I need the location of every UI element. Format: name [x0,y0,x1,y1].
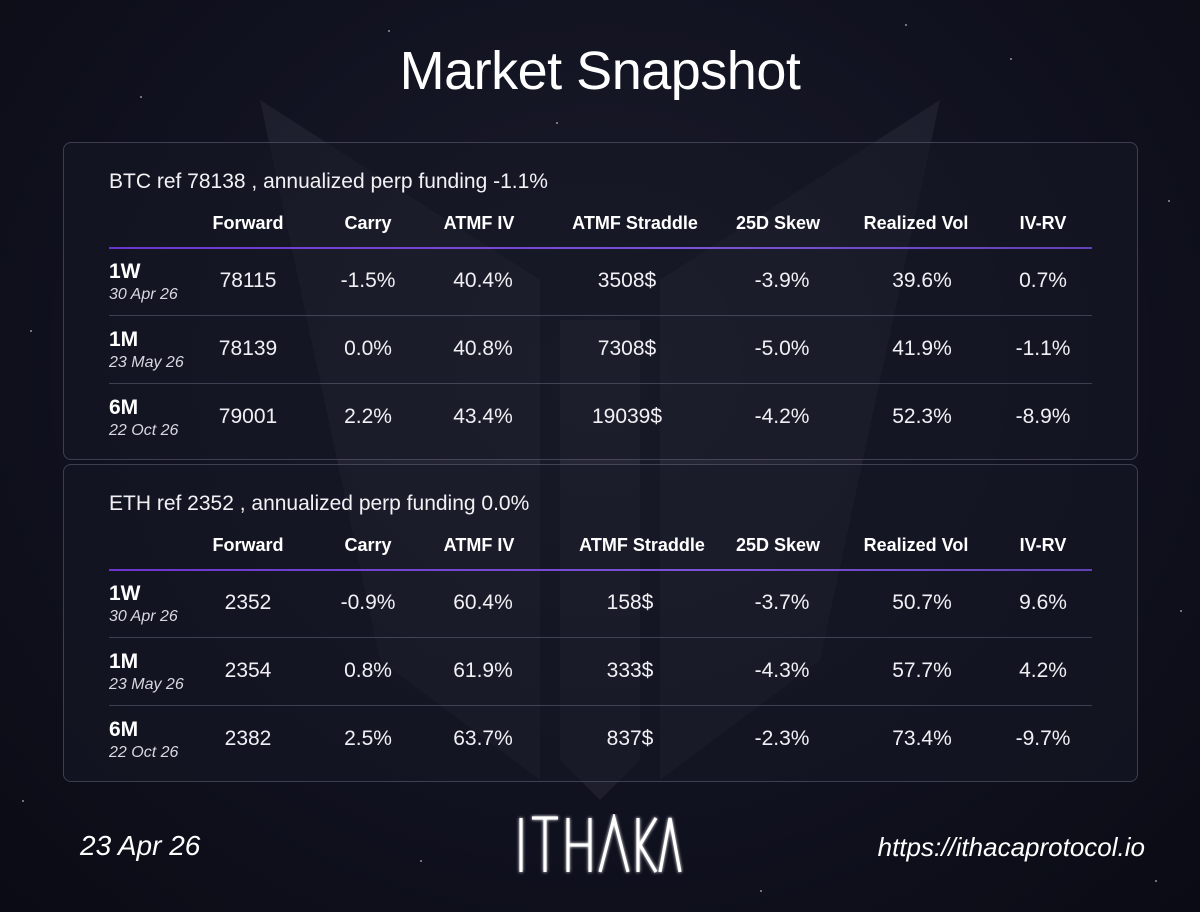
header-25d-skew: 25D Skew [735,213,821,233]
cell-25d-skew: -4.3% [754,659,810,682]
cell-realized-vol: 52.3% [892,405,952,428]
header-iv-rv: IV-RV [1019,213,1067,233]
row-expiry-date: 22 Oct 26 [109,744,179,761]
cell-atmf-straddle: 837$ [606,727,654,750]
cell-25d-skew: -3.9% [754,269,810,292]
header-25d-skew: 25D Skew [735,535,821,555]
cell-25d-skew: -2.3% [754,727,810,750]
cell-atmf-straddle: 19039$ [591,405,663,428]
cell-forward: 79001 [218,405,278,428]
header-forward: Forward [212,535,284,555]
cell-atmf-straddle: 333$ [606,659,654,682]
cell-iv-rv: -1.1% [1015,337,1071,360]
row-tenor: 6M [109,718,139,741]
header-atmf-iv: ATMF IV [443,535,515,555]
row-divider [109,315,1092,316]
cell-atmf-iv: 40.8% [453,337,513,360]
star [905,24,907,26]
row-divider [109,705,1092,706]
cell-realized-vol: 41.9% [892,337,952,360]
cell-atmf-iv: 61.9% [453,659,513,682]
row-expiry-date: 23 May 26 [109,676,184,693]
header-atmf-iv: ATMF IV [443,213,515,233]
star [556,122,558,124]
header-carry: Carry [344,535,392,555]
cell-carry: 2.5% [344,727,392,750]
cell-atmf-iv: 60.4% [453,591,513,614]
btc-panel: BTC ref 78138 , annualized perp funding … [63,142,1138,460]
cell-carry: -1.5% [340,269,396,292]
header-atmf-straddle: ATMF Straddle [572,213,698,233]
cell-carry: 0.8% [344,659,392,682]
cell-atmf-straddle: 3508$ [597,269,657,292]
star [760,890,762,892]
star [30,330,32,332]
cell-carry: 2.2% [344,405,392,428]
row-expiry-date: 23 May 26 [109,354,184,371]
cell-realized-vol: 50.7% [892,591,952,614]
snapshot-date: 23 Apr 26 [80,830,201,861]
cell-forward: 2352 [224,591,272,614]
star [1010,58,1012,60]
row-tenor: 1W [109,260,141,283]
row-divider [109,637,1092,638]
row-tenor: 1M [109,650,139,673]
star [420,860,422,862]
cell-iv-rv: -8.9% [1015,405,1071,428]
cell-atmf-straddle: 7308$ [597,337,657,360]
header-realized-vol: Realized Vol [863,213,969,233]
cell-25d-skew: -5.0% [754,337,810,360]
header-divider [109,247,1092,249]
star [22,800,24,802]
star [140,96,142,98]
cell-carry: -0.9% [340,591,396,614]
row-expiry-date: 30 Apr 26 [109,608,178,625]
row-tenor: 6M [109,396,139,419]
header-realized-vol: Realized Vol [863,535,969,555]
eth-panel: ETH ref 2352 , annualized perp funding 0… [63,464,1138,782]
cell-realized-vol: 73.4% [892,727,952,750]
header-atmf-straddle: ATMF Straddle [579,535,705,555]
panel-title: ETH ref 2352 , annualized perp funding 0… [109,492,530,515]
cell-forward: 78115 [219,269,277,292]
row-expiry-date: 22 Oct 26 [109,422,179,439]
panel-title: BTC ref 78138 , annualized perp funding … [109,170,548,193]
cell-realized-vol: 57.7% [892,659,952,682]
cell-atmf-iv: 43.4% [453,405,513,428]
cell-atmf-iv: 63.7% [453,727,513,750]
star [1168,200,1170,202]
star [1155,880,1157,882]
cell-iv-rv: 4.2% [1019,659,1067,682]
cell-iv-rv: -9.7% [1015,727,1071,750]
cell-iv-rv: 9.6% [1019,591,1067,614]
row-expiry-date: 30 Apr 26 [109,286,178,303]
website-url: https://ithacaprotocol.io [877,832,1145,862]
cell-carry: 0.0% [344,337,392,360]
star [388,30,390,32]
row-divider [109,383,1092,384]
header-carry: Carry [344,213,392,233]
header-iv-rv: IV-RV [1019,535,1067,555]
cell-iv-rv: 0.7% [1019,269,1067,292]
row-tenor: 1M [109,328,139,351]
header-divider [109,569,1092,571]
cell-forward: 2382 [224,727,272,750]
star [1180,610,1182,612]
cell-forward: 78139 [218,337,278,360]
cell-forward: 2354 [224,659,272,682]
cell-atmf-straddle: 158$ [606,591,654,614]
cell-25d-skew: -3.7% [754,591,810,614]
cell-atmf-iv: 40.4% [453,269,513,292]
cell-realized-vol: 39.6% [892,269,952,292]
ithaca-logo [519,814,682,873]
page-title: Market Snapshot [399,41,801,101]
row-tenor: 1W [109,582,141,605]
header-forward: Forward [212,213,284,233]
cell-25d-skew: -4.2% [754,405,810,428]
